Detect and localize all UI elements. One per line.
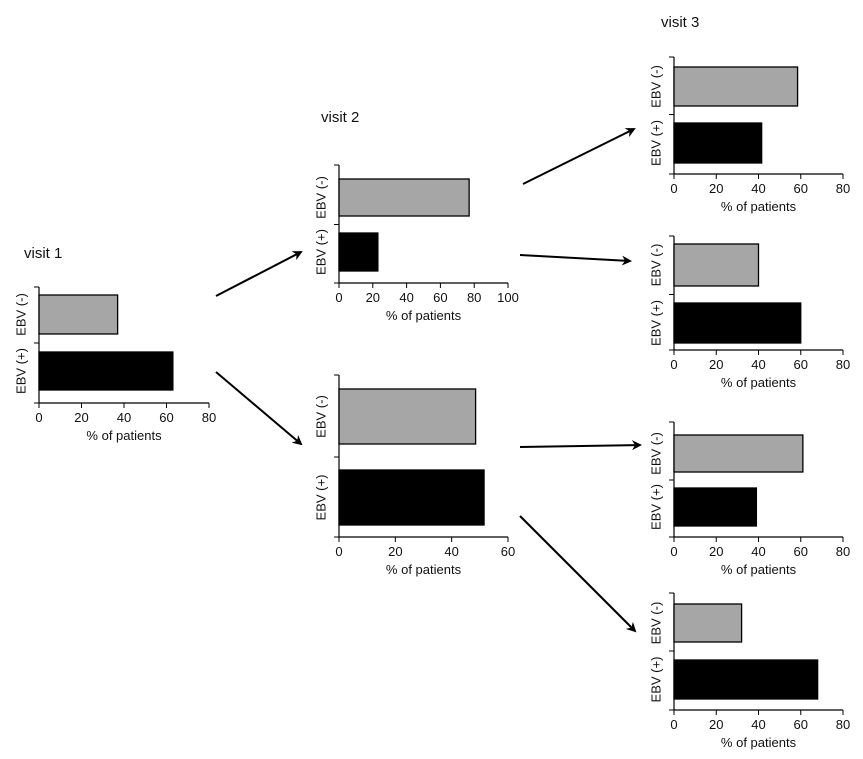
charts-layer: EBV (-)EBV (+)0 20 40 60 80% of patientsEBV …	[13, 56, 850, 750]
x-tick-label: 60	[794, 357, 808, 372]
x-tick-label: 20	[709, 717, 723, 732]
x-tick-label: 100	[497, 290, 519, 305]
category-label-ebv-negative: EBV (-)	[313, 395, 328, 438]
category-label-ebv-positive: EBV (+)	[13, 348, 28, 394]
arrow-visit2-top-to-visit3-a	[522, 128, 636, 185]
x-tick-label: 40	[751, 181, 765, 196]
x-tick-label: 60	[159, 410, 173, 425]
x-tick-label: 40	[117, 410, 131, 425]
arrow-visit2-bottom-to-visit3-d	[519, 515, 637, 633]
bar-ebv-negative	[38, 294, 119, 335]
bar-ebv-positive	[673, 302, 802, 344]
x-tick-label: 20	[709, 357, 723, 372]
x-tick-label: 60	[794, 544, 808, 559]
chart-visit3-c: EBV (-) EBV (+) 0 20 40 60 80 % of patients	[648, 421, 850, 577]
flow-arrows	[215, 128, 642, 633]
chart-visit1: EBV (-) EBV (+) 0 20 40 60 80 % of patients	[13, 286, 216, 443]
x-tick-label: 20	[709, 181, 723, 196]
x-tick-label: 60	[501, 544, 515, 559]
x-tick-label: 60	[794, 181, 808, 196]
x-tick-label: 0	[670, 544, 677, 559]
x-tick-label: 80	[467, 290, 481, 305]
x-axis-title: % of patients	[721, 199, 797, 214]
bar-ebv-negative	[673, 434, 804, 473]
bar-ebv-negative	[338, 388, 477, 445]
arrow-visit2-top-to-visit3-b	[519, 254, 632, 266]
category-label-ebv-positive: EBV (+)	[648, 484, 663, 530]
x-tick-label: 0	[670, 717, 677, 732]
category-label-ebv-negative: EBV (-)	[648, 602, 663, 645]
category-label-ebv-negative: EBV (-)	[13, 293, 28, 336]
x-tick-label: 20	[366, 290, 380, 305]
x-tick-label: 40	[399, 290, 413, 305]
bar-ebv-positive	[338, 232, 379, 272]
x-tick-label: 80	[836, 717, 850, 732]
x-tick-label: 0	[670, 181, 677, 196]
bar-ebv-positive	[338, 469, 485, 526]
category-label-ebv-negative: EBV (-)	[648, 65, 663, 108]
x-axis-title: % of patients	[386, 308, 462, 323]
x-tick-label: 80	[836, 544, 850, 559]
bar-ebv-positive	[673, 122, 763, 164]
x-tick-label: 0	[335, 544, 342, 559]
x-tick-label: 80	[836, 181, 850, 196]
bar-ebv-negative	[673, 66, 799, 107]
category-label-ebv-positive: EBV (+)	[648, 657, 663, 703]
category-label-ebv-negative: EBV (-)	[313, 176, 328, 219]
x-tick-label: 60	[433, 290, 447, 305]
x-axis-title: % of patients	[721, 375, 797, 390]
x-tick-label: 40	[444, 544, 458, 559]
x-tick-label: 80	[202, 410, 216, 425]
x-axis-title: % of patients	[86, 428, 162, 443]
category-label-ebv-positive: EBV (+)	[313, 475, 328, 521]
x-tick-label: 20	[709, 544, 723, 559]
x-tick-label: 40	[751, 544, 765, 559]
x-tick-label: 0	[670, 357, 677, 372]
visit-3-label: visit 3	[661, 14, 699, 31]
arrow-visit2-bottom-to-visit3-c	[519, 440, 642, 451]
arrow-visit1-to-visit2-bottom	[215, 371, 303, 446]
bar-ebv-positive	[38, 351, 174, 391]
bar-ebv-positive	[673, 659, 819, 700]
x-tick-label: 20	[74, 410, 88, 425]
chart-visit3-d: EBV (-) EBV (+) 0 20 40 60 80 % of patients	[648, 592, 850, 750]
x-axis-title: % of patients	[721, 735, 797, 750]
x-tick-label: 60	[794, 717, 808, 732]
chart-visit3-b: EBV (-) EBV (+) 0 20 40 60 80 % of patients	[648, 235, 850, 390]
x-tick-label: 40	[751, 717, 765, 732]
chart-visit2-bottom: EBV (-) EBV (+) 0 20 40 60 % of patients	[313, 374, 515, 577]
visit-1-label: visit 1	[24, 245, 62, 262]
chart-visit3-a: EBV (-) EBV (+) 0 20 40 60 80 % of patients	[648, 56, 850, 214]
category-label-ebv-negative: EBV (-)	[648, 432, 663, 475]
chart-visit2-top: EBV (-) EBV (+) 0 20 40 60 80 100 % of patients	[313, 164, 519, 323]
x-axis-title: % of patients	[721, 562, 797, 577]
bar-ebv-negative	[673, 603, 743, 643]
x-tick-label: 40	[751, 357, 765, 372]
arrow-visit1-to-visit2-top	[215, 251, 303, 297]
category-label-ebv-negative: EBV (-)	[648, 244, 663, 287]
x-tick-label: 0	[335, 290, 342, 305]
x-tick-label: 80	[836, 357, 850, 372]
bar-ebv-negative	[338, 178, 470, 217]
x-tick-label: 0	[35, 410, 42, 425]
x-axis-title: % of patients	[386, 562, 462, 577]
category-label-ebv-positive: EBV (+)	[648, 120, 663, 166]
visit-2-label: visit 2	[321, 109, 359, 126]
category-label-ebv-positive: EBV (+)	[313, 229, 328, 275]
x-tick-label: 20	[388, 544, 402, 559]
bar-ebv-negative	[673, 243, 760, 287]
category-label-ebv-positive: EBV (+)	[648, 300, 663, 346]
bar-ebv-positive	[673, 487, 758, 527]
